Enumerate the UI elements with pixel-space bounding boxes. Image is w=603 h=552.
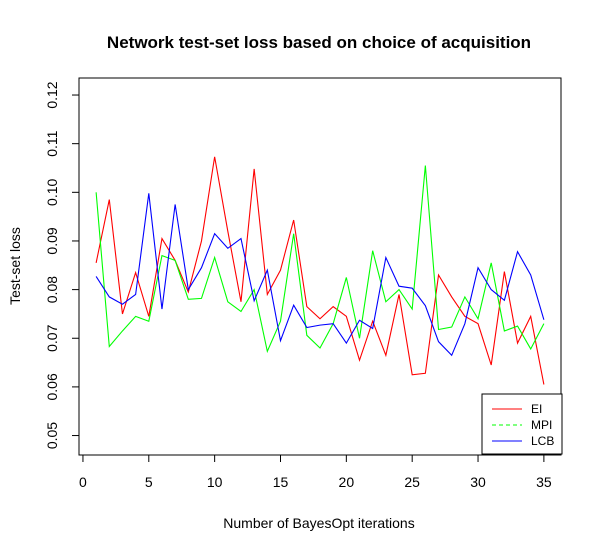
y-tick-label: 0.11 <box>44 130 60 156</box>
legend-box <box>481 393 563 455</box>
x-axis-label: Number of BayesOpt iterations <box>223 515 414 531</box>
chart-title: Network test-set loss based on choice of… <box>107 33 531 52</box>
series-line-lcb <box>95 193 545 357</box>
y-tick-label: 0.07 <box>44 324 60 351</box>
x-tick-label: 20 <box>339 474 355 490</box>
x-tick-label: 30 <box>470 474 486 490</box>
legend-label-mpi: MPI <box>531 418 552 432</box>
legend: EI MPI LCB <box>481 393 563 455</box>
x-tick-label: 10 <box>207 474 223 490</box>
legend-label-ei: EI <box>531 402 542 416</box>
x-tick-label: 5 <box>145 474 153 490</box>
y-axis-label: Test-set loss <box>7 227 23 305</box>
y-tick-label: 0.06 <box>44 373 60 400</box>
x-tick-label: 0 <box>79 474 87 490</box>
y-tick-label: 0.05 <box>44 422 60 449</box>
x-tick-label: 35 <box>536 474 552 490</box>
plot-frame <box>78 77 562 456</box>
y-tick-label: 0.08 <box>44 276 60 303</box>
x-axis: 0 5 10 15 20 25 30 35 <box>79 454 552 490</box>
y-tick-label: 0.10 <box>44 178 60 205</box>
legend-label-lcb: LCB <box>531 434 554 448</box>
y-tick-label: 0.09 <box>44 227 60 254</box>
y-tick-label: 0.12 <box>44 81 60 108</box>
series-lines <box>95 156 545 385</box>
series-line-ei <box>95 156 545 385</box>
x-tick-label: 15 <box>273 474 289 490</box>
x-tick-label: 25 <box>404 474 420 490</box>
